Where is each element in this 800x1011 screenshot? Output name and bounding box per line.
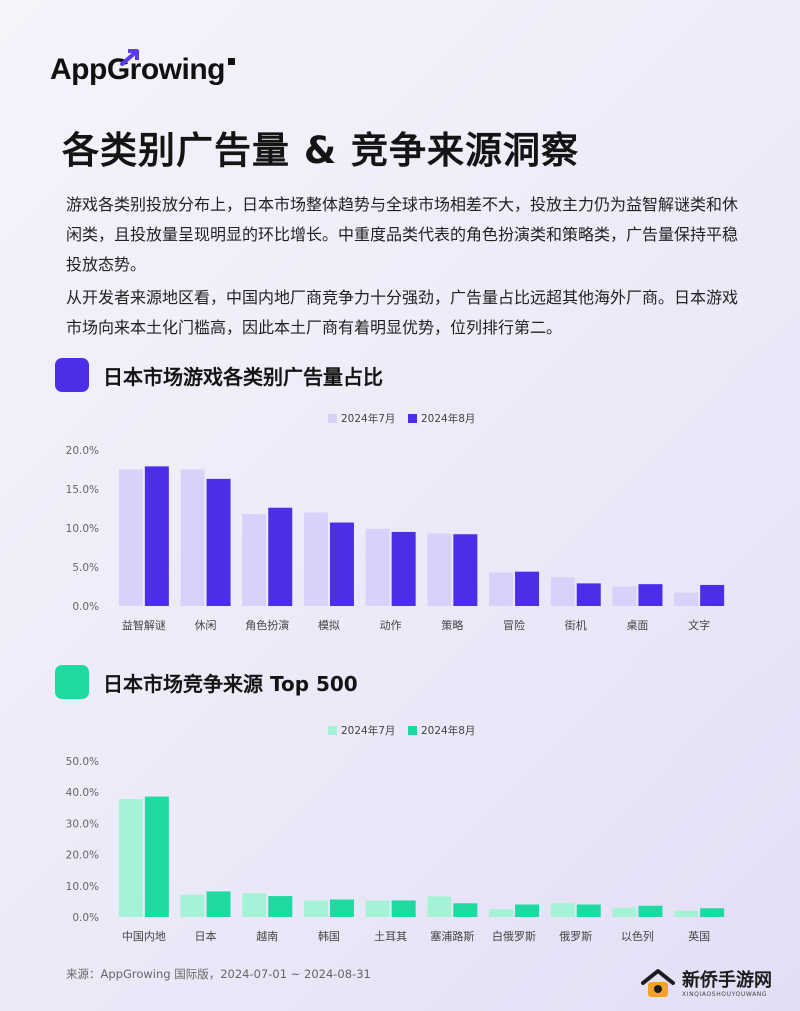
section-marker	[55, 665, 89, 699]
bar	[329, 522, 354, 606]
bar	[144, 796, 169, 917]
section-title: 日本市场竞争来源 Top 500	[103, 671, 358, 696]
bar	[489, 572, 514, 606]
bar	[453, 534, 478, 606]
source-bar-chart: 2024年7月 2024年8月 0.0% 10.0% 20.0% 30.0% 40.0% 50…	[66, 724, 725, 943]
bar	[365, 528, 390, 606]
section-title: 日本市场游戏各类别广告量占比	[103, 364, 383, 389]
y-tick-label: 10.0%	[66, 523, 99, 535]
x-tick-label: 文字	[688, 618, 710, 632]
logo-dot	[227, 58, 235, 65]
bar	[700, 908, 725, 917]
legend-label: 2024年7月	[341, 724, 395, 737]
x-tick-label: 模拟	[318, 618, 340, 632]
y-tick-label: 20.0%	[66, 445, 99, 457]
legend-swatch	[408, 414, 417, 423]
source-note: 来源：AppGrowing 国际版，2024-07-01 ~ 2024-08-3…	[66, 967, 371, 981]
category-bar-chart: 2024年7月 2024年8月 0.0% 5.0% 10.0% 15.0% 20.0% 益智解…	[66, 412, 725, 632]
bar	[365, 900, 390, 917]
bar	[242, 893, 267, 917]
x-tick-label: 动作	[380, 619, 402, 632]
x-tick-label: 韩国	[318, 929, 340, 943]
y-tick-label: 10.0%	[66, 881, 99, 893]
x-tick-label: 中国内地	[122, 929, 166, 943]
y-tick-label: 0.0%	[72, 601, 99, 613]
bar	[427, 896, 452, 917]
watermark: 新侨手游网 XINQIAOSHOUYOUWANG	[640, 968, 772, 1000]
watermark-text: 新侨手游网	[682, 969, 772, 991]
source-paragraph: 从开发者来源地区看，中国内地厂商竞争力十分强劲，广告量占比远超其他海外厂商。日本…	[66, 288, 739, 337]
intro-paragraph: 游戏各类别投放分布上，日本市场整体趋势与全球市场相差不大，投放主力仍为益智解谜类…	[66, 195, 739, 274]
bar	[515, 904, 540, 917]
legend-label: 2024年8月	[421, 412, 475, 425]
legend-label: 2024年7月	[341, 412, 395, 425]
bar	[612, 586, 637, 606]
page-title: 各类别广告量 & 竞争来源洞察	[62, 129, 580, 172]
x-tick-label: 休闲	[195, 618, 217, 632]
legend-swatch	[408, 726, 417, 735]
house-logo-icon	[641, 969, 675, 997]
section-category-header: 日本市场游戏各类别广告量占比	[55, 358, 383, 392]
watermark-subtext: XINQIAOSHOUYOUWANG	[682, 990, 768, 998]
bar	[303, 900, 328, 917]
x-tick-label: 白俄罗斯	[492, 929, 536, 943]
bar	[180, 469, 205, 606]
x-tick-label: 桌面	[626, 619, 648, 632]
x-tick-label: 英国	[688, 929, 710, 943]
x-tick-label: 冒险	[503, 618, 525, 632]
bar	[612, 907, 637, 917]
bar	[118, 469, 143, 606]
bar	[329, 899, 354, 917]
x-tick-label: 土耳其	[374, 930, 407, 943]
bar	[638, 905, 663, 917]
bar	[638, 584, 663, 606]
bar	[118, 799, 143, 917]
bar	[268, 896, 293, 917]
y-tick-label: 5.0%	[72, 562, 99, 574]
bar	[206, 891, 231, 917]
legend-swatch	[328, 726, 337, 735]
legend-swatch	[328, 414, 337, 423]
y-tick-label: 20.0%	[66, 850, 99, 862]
bar	[303, 512, 328, 606]
bar	[700, 584, 725, 606]
section-marker	[55, 358, 89, 392]
bar	[453, 903, 478, 917]
legend-label: 2024年8月	[421, 724, 475, 737]
bar	[391, 900, 416, 917]
bar	[242, 513, 267, 606]
bar	[515, 571, 540, 606]
bar	[674, 592, 699, 606]
x-tick-label: 日本	[195, 929, 217, 943]
y-tick-label: 30.0%	[66, 818, 99, 830]
bar	[206, 478, 231, 606]
x-tick-label: 策略	[441, 618, 463, 632]
bar	[268, 507, 293, 606]
bar	[391, 531, 416, 606]
bar	[489, 909, 514, 917]
x-tick-label: 街机	[565, 618, 587, 632]
bar	[576, 583, 601, 606]
bar	[550, 577, 575, 606]
x-tick-label: 俄罗斯	[559, 930, 592, 943]
y-tick-label: 15.0%	[66, 484, 99, 496]
y-tick-label: 40.0%	[66, 787, 99, 799]
x-tick-label: 角色扮演	[245, 618, 289, 632]
logo-arrow-icon	[120, 49, 139, 66]
x-tick-label: 塞浦路斯	[430, 929, 474, 943]
x-tick-label: 以色列	[621, 929, 654, 943]
bar	[180, 894, 205, 917]
x-tick-label: 越南	[256, 929, 278, 943]
bar	[427, 533, 452, 606]
y-tick-label: 0.0%	[72, 912, 99, 924]
bar	[674, 910, 699, 917]
bar	[576, 904, 601, 917]
section-source-header: 日本市场竞争来源 Top 500	[55, 665, 358, 699]
bar	[550, 903, 575, 917]
y-tick-label: 50.0%	[66, 756, 99, 768]
x-tick-label: 益智解谜	[122, 618, 166, 632]
bar	[144, 466, 169, 606]
appgrowing-logo: AppGrowing	[50, 48, 235, 92]
